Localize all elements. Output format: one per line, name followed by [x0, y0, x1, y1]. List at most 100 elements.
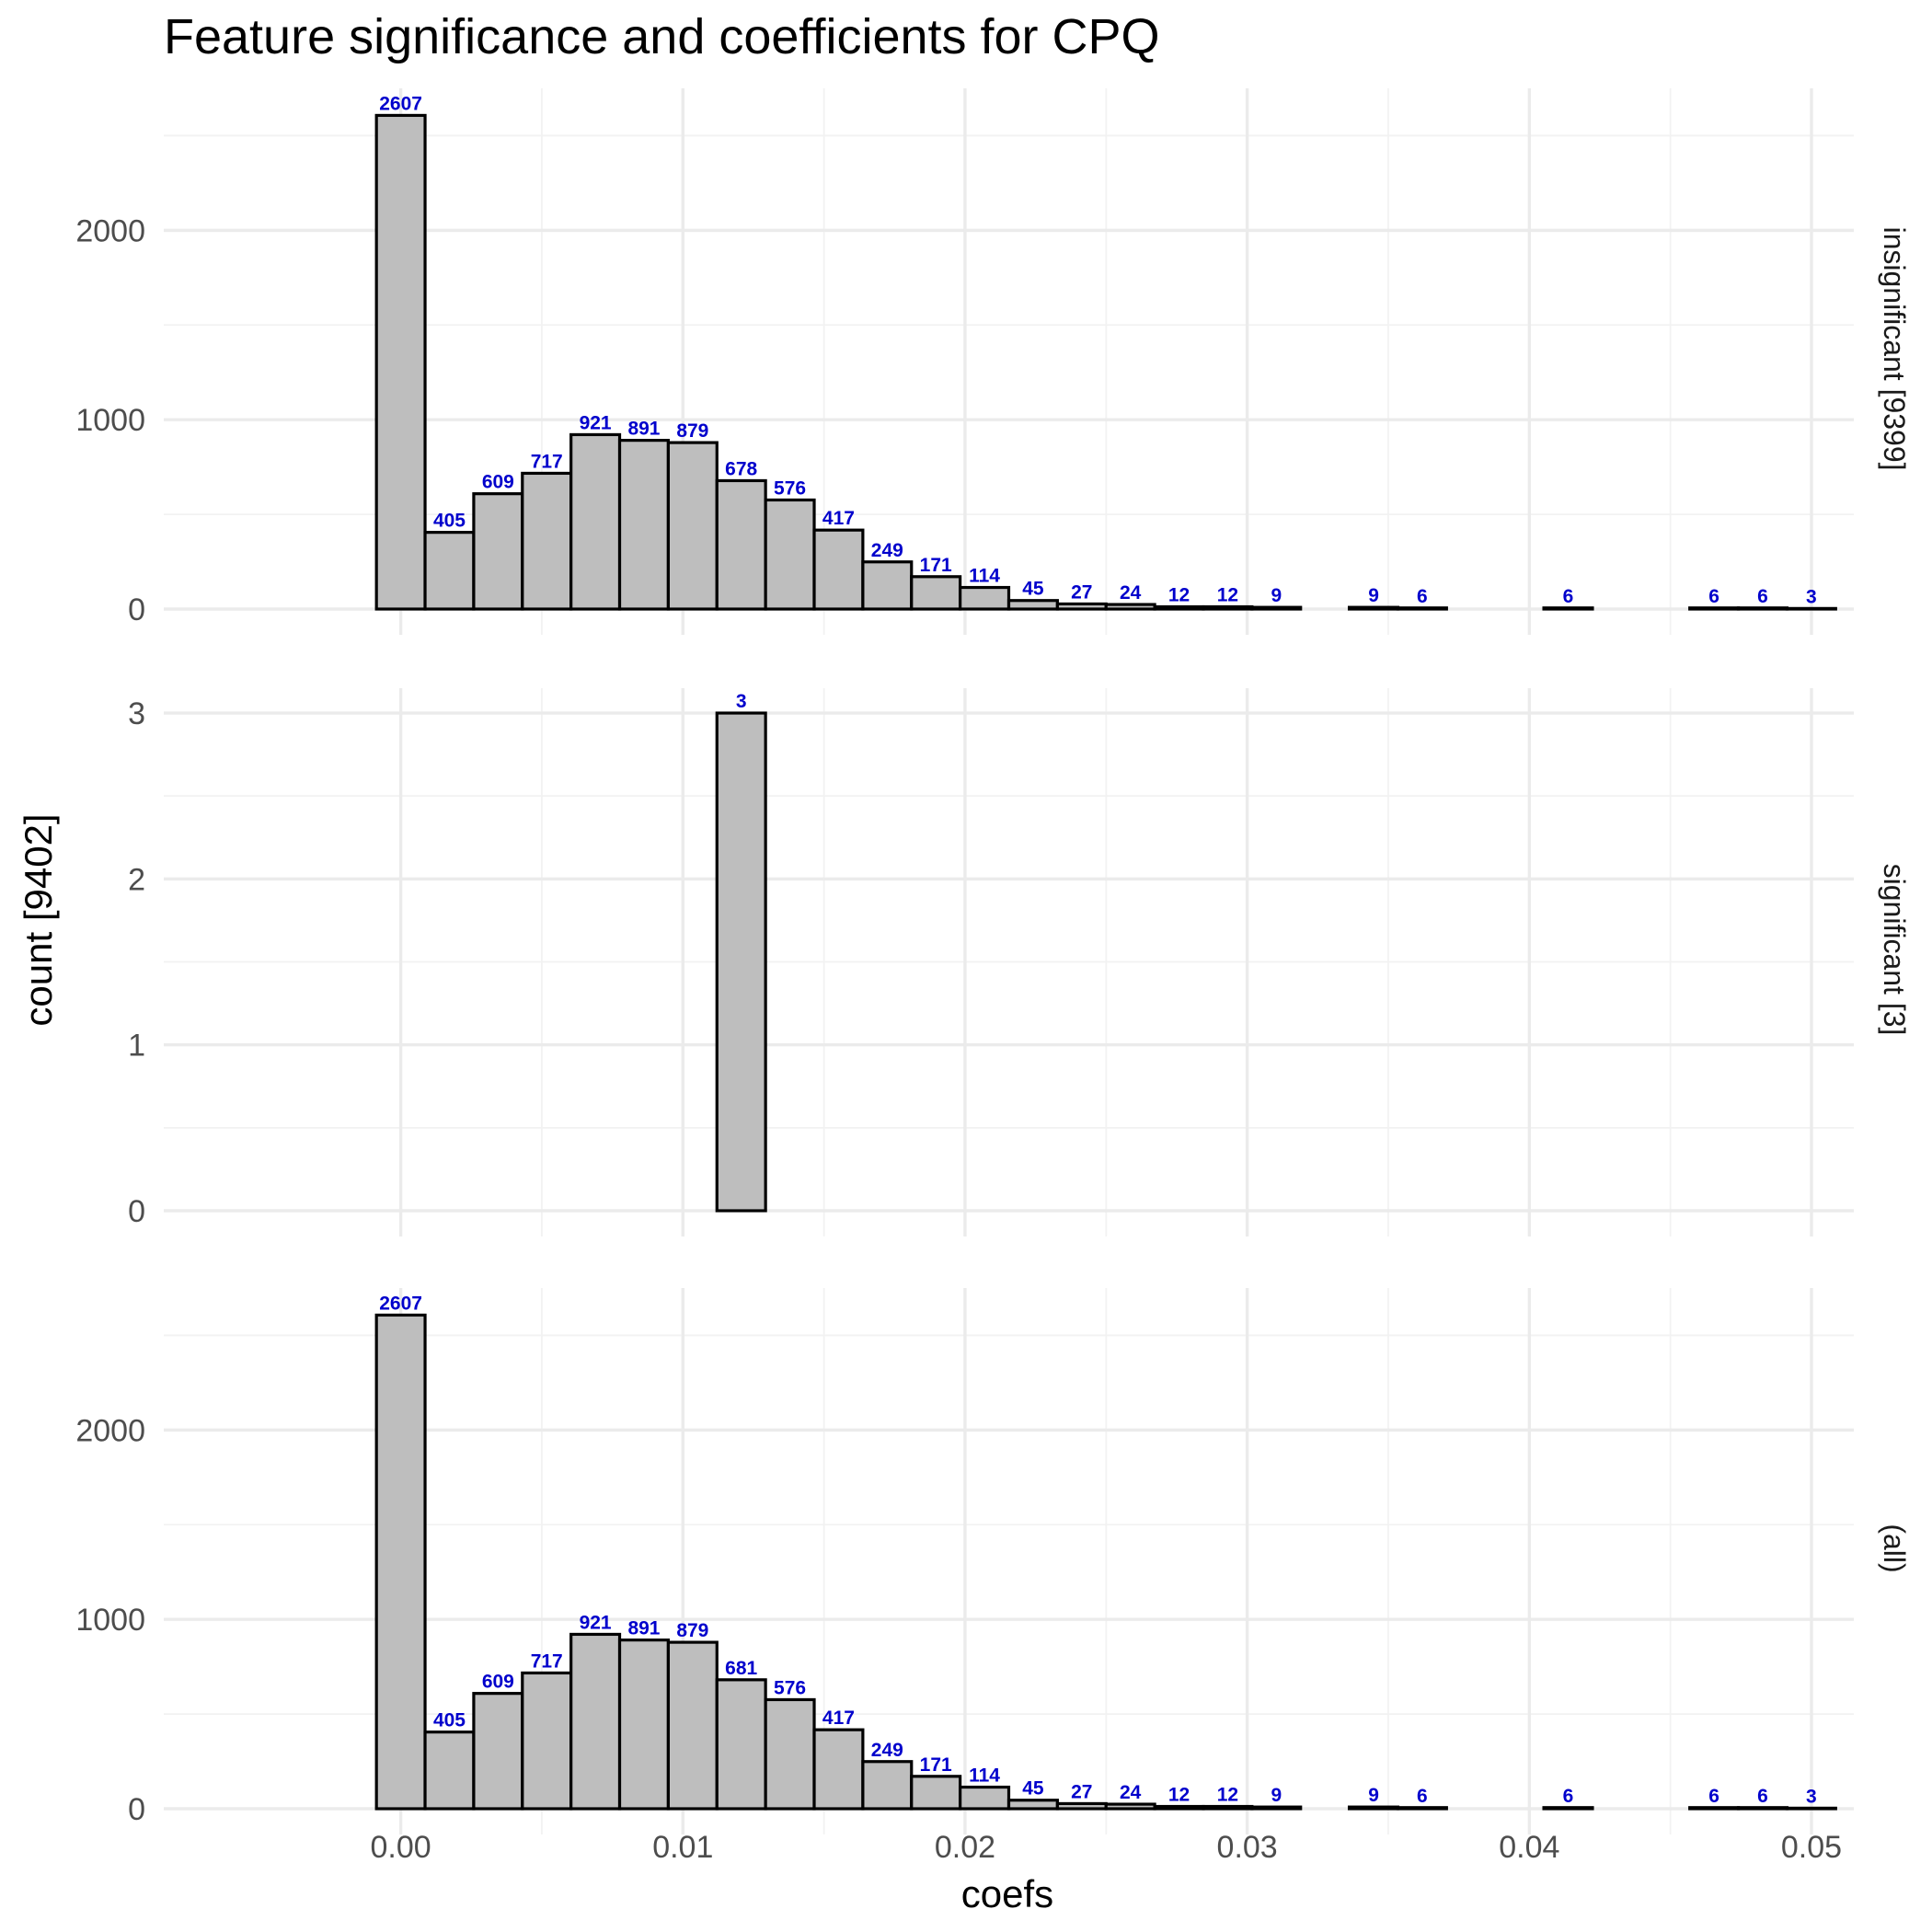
histogram-bar — [617, 439, 671, 611]
bar-count-label: 45 — [1022, 579, 1044, 600]
bar-count-label: 681 — [725, 1658, 757, 1679]
histogram-bar — [910, 575, 962, 611]
y-tick-label: 0 — [128, 1792, 145, 1827]
y-tick-label: 1000 — [75, 403, 145, 438]
histogram-bar — [861, 560, 914, 611]
x-tick-label: 0.05 — [1781, 1830, 1842, 1865]
bar-count-label: 609 — [482, 472, 514, 493]
bar-count-label: 879 — [676, 420, 708, 442]
bar-count-label: 24 — [1120, 582, 1142, 604]
histogram-bar — [812, 528, 865, 611]
bar-count-label: 114 — [969, 566, 1000, 587]
histogram-bar — [1006, 599, 1059, 611]
histogram-bar — [764, 1697, 816, 1811]
facet-strip-label: significant [3] — [1878, 864, 1911, 1036]
histogram-bar — [666, 1640, 719, 1811]
bar-count-label: 2607 — [379, 1293, 422, 1314]
histogram-bar — [910, 1775, 962, 1811]
panel-1: 0 1000 2000 2607 405 609 717 921 891 879 678 576 417… — [75, 88, 1911, 635]
bar-count-label: 114 — [969, 1765, 1000, 1787]
bar-count-label: 12 — [1168, 1785, 1190, 1806]
histogram-bar — [1347, 605, 1400, 611]
histogram-bar — [472, 1692, 524, 1811]
bar-count-label: 6 — [1563, 586, 1574, 607]
histogram-bar — [1202, 604, 1254, 611]
histogram-bar — [423, 531, 476, 611]
bar-count-label: 9 — [1368, 585, 1379, 606]
histogram-bar — [569, 432, 622, 611]
bar-count-label: 405 — [433, 1710, 466, 1731]
histogram-bar — [569, 1632, 622, 1811]
bar-count-label: 3 — [1806, 586, 1817, 607]
bar-count-label: 9 — [1271, 585, 1282, 606]
bar-count-label: 6 — [1417, 586, 1428, 607]
histogram-bar — [1785, 606, 1837, 611]
histogram-bar — [521, 1671, 573, 1811]
histogram-bar — [1006, 1799, 1059, 1811]
y-tick-label: 1 — [128, 1029, 145, 1064]
x-tick-label: 0.01 — [652, 1830, 713, 1865]
y-tick-label: 2000 — [75, 1413, 145, 1448]
histogram-bar — [1055, 1801, 1108, 1811]
bar-count-label: 576 — [774, 477, 806, 499]
panel-3: 0 1000 2000 2607 405 609 717 921 891 879 681 576 417… — [75, 1288, 1911, 1865]
bar-count-label: 6 — [1708, 586, 1719, 607]
histogram-bar — [959, 585, 1011, 611]
bar-count-label: 12 — [1217, 585, 1238, 606]
y-tick-label: 3 — [128, 696, 145, 731]
histogram-bar — [423, 1731, 476, 1811]
histogram-bar — [1250, 1805, 1303, 1811]
histogram-bar — [812, 1728, 865, 1811]
y-tick-label: 2 — [128, 862, 145, 897]
x-tick-label: 0.03 — [1217, 1830, 1278, 1865]
bar-count-label: 879 — [676, 1620, 708, 1641]
histogram-bar — [1542, 606, 1594, 611]
bar-count-label: 576 — [774, 1677, 806, 1698]
bar-count-label: 249 — [871, 1740, 903, 1761]
bar-count-label: 171 — [920, 1754, 952, 1776]
histogram-bar — [617, 1639, 671, 1811]
bar-count-label: 891 — [627, 1618, 660, 1639]
histogram-bar — [374, 1313, 427, 1811]
y-tick-label: 2000 — [75, 213, 145, 248]
bar-count-label: 2607 — [379, 93, 422, 114]
bar-count-label: 45 — [1022, 1778, 1044, 1800]
bar-count-label: 3 — [736, 691, 747, 712]
bar-count-label: 9 — [1271, 1785, 1282, 1806]
bar-count-label: 9 — [1368, 1785, 1379, 1806]
bar-count-label: 6 — [1417, 1786, 1428, 1807]
y-tick-label: 0 — [128, 592, 145, 627]
bar-count-label: 417 — [822, 1708, 855, 1729]
x-tick-label: 0.04 — [1499, 1830, 1559, 1865]
histogram-bar — [1104, 1802, 1156, 1811]
bar-count-label: 891 — [627, 419, 660, 440]
histogram-bar — [521, 471, 573, 611]
bar-count-label: 249 — [871, 540, 903, 561]
bar-count-label: 27 — [1071, 581, 1092, 603]
x-tick-label: 0.02 — [935, 1830, 995, 1865]
histogram-bar — [1055, 602, 1108, 611]
histogram-bar — [1347, 1805, 1400, 1811]
bar-count-label: 6 — [1708, 1786, 1719, 1807]
bar-count-label: 417 — [822, 508, 855, 529]
histogram-bar — [1153, 1804, 1205, 1811]
bar-count-label: 3 — [1806, 1786, 1817, 1807]
bar-count-label: 12 — [1217, 1785, 1238, 1806]
bar-count-label: 678 — [725, 458, 757, 479]
x-tick-label: 0.00 — [371, 1830, 431, 1865]
bar-count-label: 6 — [1563, 1786, 1574, 1807]
bar-count-label: 717 — [531, 451, 563, 472]
histogram-bar — [1396, 606, 1448, 611]
histogram-bar — [666, 441, 719, 611]
histogram-bar — [1153, 604, 1205, 611]
histogram-bar — [1785, 1806, 1837, 1811]
histogram-bar — [715, 478, 767, 611]
histogram-bar — [715, 1678, 767, 1811]
histogram-bar — [715, 711, 767, 1213]
bar-count-label: 717 — [531, 1650, 563, 1672]
bar-count-label: 6 — [1757, 1786, 1768, 1807]
bar-count-label: 171 — [920, 555, 952, 576]
bar-count-label: 12 — [1168, 585, 1190, 606]
histogram-bar — [1688, 606, 1741, 611]
